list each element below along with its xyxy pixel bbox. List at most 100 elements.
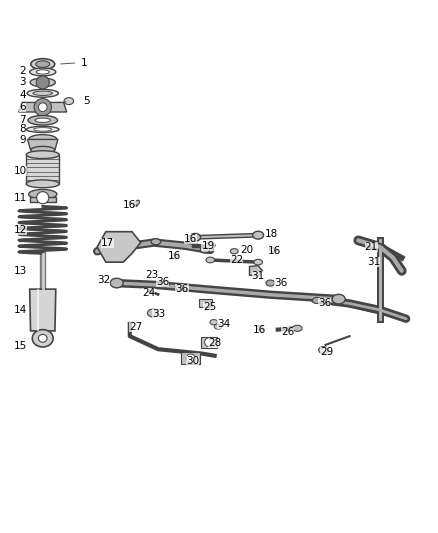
Ellipse shape xyxy=(187,236,194,240)
Ellipse shape xyxy=(230,249,238,254)
Text: 18: 18 xyxy=(265,229,278,239)
Text: 11: 11 xyxy=(14,193,27,203)
Text: 1: 1 xyxy=(81,58,88,68)
Polygon shape xyxy=(97,232,141,262)
Ellipse shape xyxy=(200,247,210,253)
Ellipse shape xyxy=(205,243,215,249)
Ellipse shape xyxy=(32,329,53,347)
Ellipse shape xyxy=(253,231,264,239)
FancyBboxPatch shape xyxy=(201,337,217,348)
Ellipse shape xyxy=(172,253,179,259)
Text: 15: 15 xyxy=(14,341,27,351)
Text: 12: 12 xyxy=(14,224,27,235)
Ellipse shape xyxy=(28,189,57,199)
Ellipse shape xyxy=(39,334,47,342)
Polygon shape xyxy=(250,265,262,276)
Text: 7: 7 xyxy=(19,115,25,125)
Ellipse shape xyxy=(161,281,170,287)
Text: 16: 16 xyxy=(184,234,198,244)
Text: 16: 16 xyxy=(268,246,281,256)
Text: 24: 24 xyxy=(142,288,155,297)
Text: 20: 20 xyxy=(241,245,254,255)
Ellipse shape xyxy=(176,284,184,290)
Ellipse shape xyxy=(269,248,277,252)
Text: 17: 17 xyxy=(101,238,114,247)
Polygon shape xyxy=(26,155,59,184)
FancyBboxPatch shape xyxy=(181,352,200,365)
Ellipse shape xyxy=(36,61,49,67)
Text: 36: 36 xyxy=(156,277,169,287)
Text: 34: 34 xyxy=(217,319,230,329)
Text: 31: 31 xyxy=(251,271,265,281)
Ellipse shape xyxy=(133,200,139,207)
Text: 8: 8 xyxy=(19,124,25,134)
Ellipse shape xyxy=(254,260,262,265)
Text: 33: 33 xyxy=(152,309,166,319)
Text: 36: 36 xyxy=(274,278,287,288)
Text: 3: 3 xyxy=(19,77,25,87)
Text: 10: 10 xyxy=(14,166,27,176)
Circle shape xyxy=(34,99,51,116)
Ellipse shape xyxy=(31,147,55,154)
Text: 4: 4 xyxy=(19,90,25,100)
Text: 21: 21 xyxy=(365,242,378,252)
Text: 30: 30 xyxy=(186,357,199,366)
Ellipse shape xyxy=(214,324,222,329)
Text: 16: 16 xyxy=(168,252,181,262)
Ellipse shape xyxy=(257,326,264,331)
Ellipse shape xyxy=(27,90,58,97)
Text: 25: 25 xyxy=(203,302,216,312)
Polygon shape xyxy=(19,102,67,112)
Text: 9: 9 xyxy=(19,135,25,146)
Ellipse shape xyxy=(30,68,56,76)
Ellipse shape xyxy=(26,151,59,158)
Text: 16: 16 xyxy=(123,200,136,209)
Ellipse shape xyxy=(293,325,302,332)
Ellipse shape xyxy=(319,346,328,353)
Text: 29: 29 xyxy=(320,347,334,357)
Text: 6: 6 xyxy=(19,102,25,112)
Ellipse shape xyxy=(110,278,123,288)
Ellipse shape xyxy=(28,116,57,125)
Text: 27: 27 xyxy=(129,321,142,332)
Ellipse shape xyxy=(34,128,52,131)
Polygon shape xyxy=(30,289,56,331)
FancyBboxPatch shape xyxy=(199,298,212,306)
Ellipse shape xyxy=(313,297,321,303)
Text: 13: 13 xyxy=(14,266,27,276)
Ellipse shape xyxy=(266,280,275,286)
Ellipse shape xyxy=(26,126,59,133)
Polygon shape xyxy=(28,140,58,150)
Ellipse shape xyxy=(36,70,49,74)
Text: 16: 16 xyxy=(253,326,266,335)
Ellipse shape xyxy=(206,257,215,263)
Ellipse shape xyxy=(210,320,218,325)
Text: 23: 23 xyxy=(145,270,158,280)
Text: 28: 28 xyxy=(208,338,221,348)
Ellipse shape xyxy=(190,233,201,241)
Text: 32: 32 xyxy=(97,274,110,285)
Ellipse shape xyxy=(31,59,55,70)
Ellipse shape xyxy=(26,180,59,188)
Circle shape xyxy=(37,192,49,204)
Ellipse shape xyxy=(35,118,50,123)
Text: 36: 36 xyxy=(175,284,189,294)
Circle shape xyxy=(36,76,49,89)
Ellipse shape xyxy=(33,91,53,95)
Text: 31: 31 xyxy=(367,257,380,267)
Text: 2: 2 xyxy=(19,66,25,76)
Polygon shape xyxy=(30,197,56,202)
Ellipse shape xyxy=(332,294,345,304)
Circle shape xyxy=(39,103,47,111)
Circle shape xyxy=(186,354,195,362)
Text: 19: 19 xyxy=(201,240,215,251)
Text: 22: 22 xyxy=(230,255,243,265)
Text: 14: 14 xyxy=(14,305,27,315)
Circle shape xyxy=(205,338,213,346)
Ellipse shape xyxy=(28,135,57,144)
Ellipse shape xyxy=(151,239,161,245)
Text: 26: 26 xyxy=(281,327,294,337)
Ellipse shape xyxy=(148,309,158,317)
Text: 5: 5 xyxy=(83,96,89,106)
Ellipse shape xyxy=(30,78,55,87)
